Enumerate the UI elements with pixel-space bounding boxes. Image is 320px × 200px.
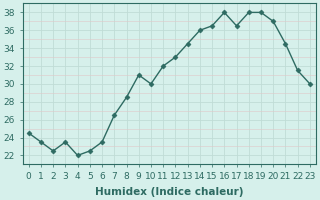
X-axis label: Humidex (Indice chaleur): Humidex (Indice chaleur) [95,187,244,197]
